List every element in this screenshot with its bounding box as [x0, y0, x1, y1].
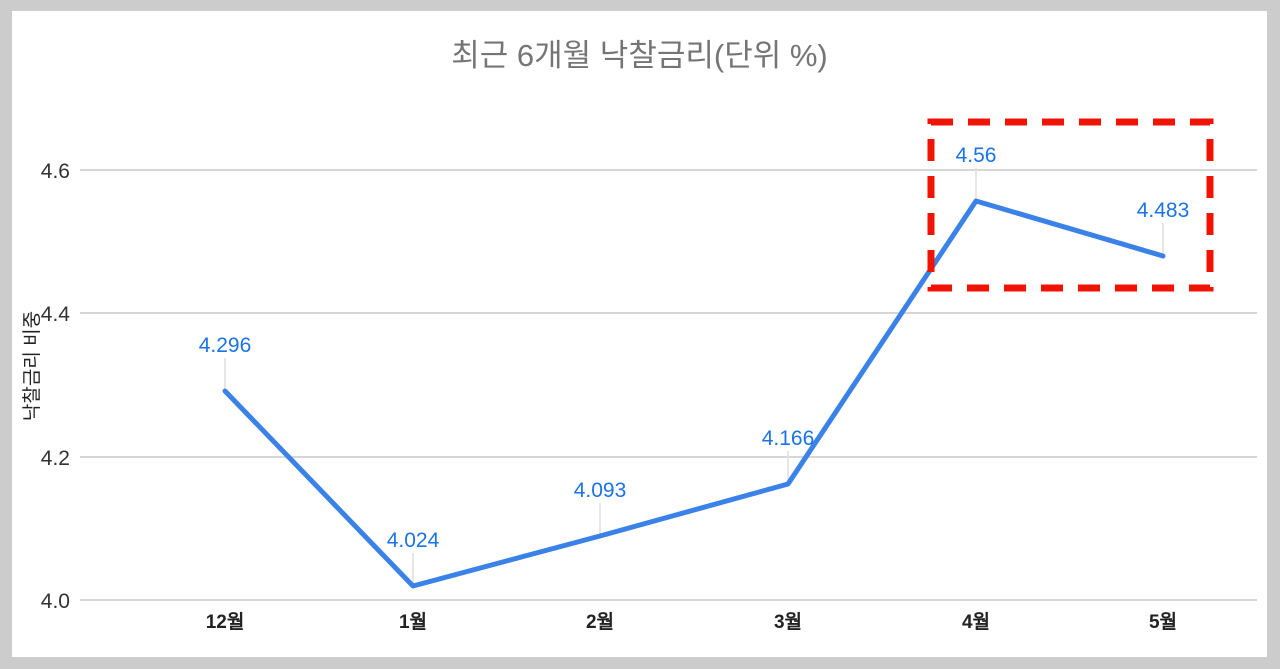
x-tick-label-0: 12월 [206, 611, 245, 633]
line-chart: 4.6 4.4 4.2 4.0 낙찰금리 비중 4.296 4.0 [21, 118, 1257, 633]
y-tick-label-2: 4.2 [41, 447, 70, 470]
data-label-3: 4.166 [762, 427, 815, 450]
chart-card: 최근 6개월 낙찰금리(단위 %) 4.6 4.4 4.2 4.0 낙찰금리 비… [12, 11, 1267, 657]
data-point-labels: 4.296 4.024 4.093 4.166 4.56 4.483 [199, 144, 1190, 552]
x-tick-label-4: 4월 [962, 611, 990, 633]
data-label-0: 4.296 [199, 334, 252, 357]
x-tick-label-1: 1월 [399, 611, 427, 633]
y-axis-ticks: 4.6 4.4 4.2 4.0 [41, 160, 71, 613]
chart-title: 최근 6개월 낙찰금리(단위 %) [451, 38, 828, 73]
data-label-4: 4.56 [956, 144, 997, 167]
label-leader-lines [224, 168, 1164, 586]
y-tick-label-1: 4.4 [41, 303, 71, 326]
y-axis-title: 낙찰금리 비중 [21, 311, 43, 421]
data-label-5: 4.483 [1137, 199, 1190, 222]
data-label-2: 4.093 [574, 479, 627, 502]
x-tick-label-2: 2월 [586, 611, 614, 633]
y-tick-label-0: 4.6 [41, 160, 70, 183]
y-tick-label-3: 4.0 [41, 590, 70, 613]
x-tick-label-5: 5월 [1149, 611, 1177, 633]
x-axis-ticks: 12월 1월 2월 3월 4월 5월 [206, 611, 1177, 633]
series-line-낙찰금리 [222, 198, 1166, 589]
gridlines [80, 169, 1257, 601]
x-tick-label-3: 3월 [774, 611, 802, 633]
data-label-1: 4.024 [387, 529, 440, 552]
